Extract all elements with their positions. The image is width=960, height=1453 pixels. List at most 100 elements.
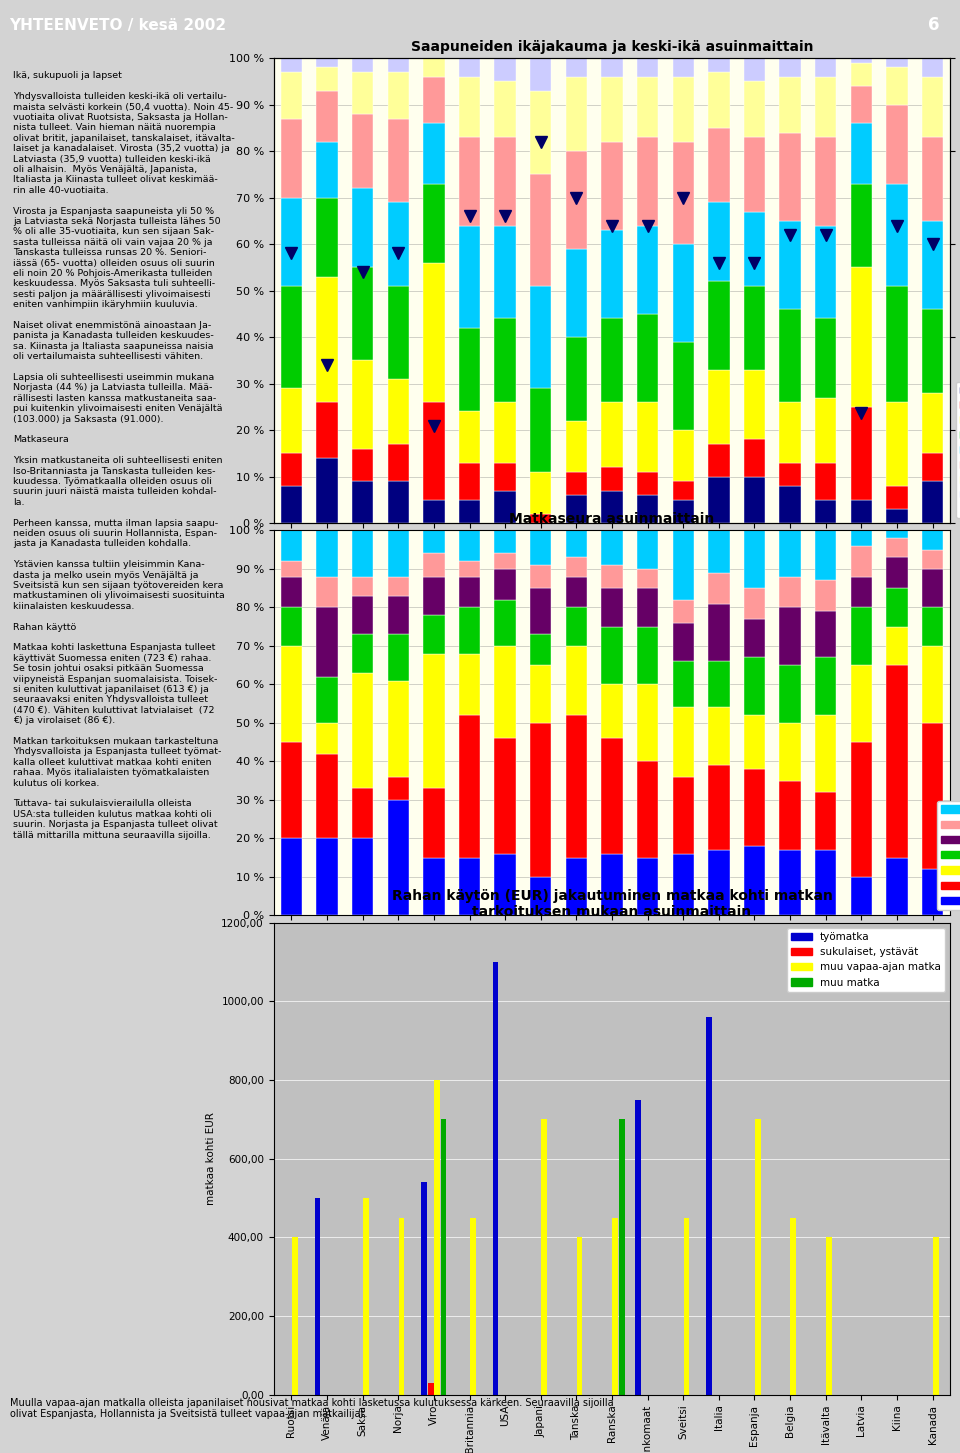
Bar bbox=[815, 318, 836, 398]
Bar bbox=[423, 402, 444, 500]
Bar bbox=[352, 58, 373, 73]
Bar bbox=[636, 495, 659, 523]
Bar bbox=[744, 715, 765, 769]
Bar bbox=[388, 445, 409, 481]
Legend: Useita edellisestä, Muu matkaseura, Työtoverit, Ystävät, Perhe, lapsia, Perhe, e: Useita edellisestä, Muu matkaseura, Työt… bbox=[937, 801, 960, 910]
Bar bbox=[708, 572, 730, 603]
Bar bbox=[922, 645, 944, 724]
Bar bbox=[673, 530, 694, 600]
Bar bbox=[780, 462, 801, 485]
Bar bbox=[886, 402, 907, 485]
Bar bbox=[565, 857, 588, 915]
Bar bbox=[317, 142, 338, 198]
Bar bbox=[815, 612, 836, 657]
Bar bbox=[601, 58, 623, 77]
Bar bbox=[352, 838, 373, 915]
Bar bbox=[601, 565, 623, 588]
Bar bbox=[708, 603, 730, 661]
Bar bbox=[744, 212, 765, 286]
Bar bbox=[815, 58, 836, 77]
Bar bbox=[352, 673, 373, 789]
Y-axis label: matkaa kohti EUR: matkaa kohti EUR bbox=[205, 1113, 216, 1205]
Bar bbox=[388, 635, 409, 680]
Bar bbox=[388, 379, 409, 445]
Bar bbox=[459, 137, 480, 225]
Bar bbox=[636, 77, 659, 137]
Bar bbox=[886, 485, 907, 509]
Bar bbox=[317, 607, 338, 677]
Bar bbox=[886, 588, 907, 626]
Bar bbox=[673, 58, 694, 77]
Bar bbox=[744, 81, 765, 137]
Bar bbox=[317, 198, 338, 276]
Bar bbox=[388, 530, 409, 577]
Bar bbox=[780, 309, 801, 402]
Title: Rahan käytön (EUR) jakautuminen matkaa kohti matkan
tarkoituksen mukaan asuinmai: Rahan käytön (EUR) jakautuminen matkaa k… bbox=[392, 889, 832, 918]
Bar bbox=[565, 337, 588, 421]
Bar bbox=[459, 561, 480, 577]
Bar bbox=[886, 286, 907, 402]
Bar bbox=[352, 481, 373, 523]
Bar bbox=[317, 724, 338, 754]
Bar bbox=[815, 530, 836, 580]
Bar bbox=[601, 230, 623, 318]
Bar bbox=[601, 530, 623, 565]
Bar bbox=[565, 58, 588, 77]
Bar bbox=[851, 58, 872, 62]
Bar bbox=[851, 546, 872, 577]
Bar bbox=[684, 1218, 689, 1395]
Bar bbox=[317, 838, 338, 915]
Bar bbox=[494, 58, 516, 81]
Bar bbox=[815, 580, 836, 612]
Bar bbox=[280, 607, 302, 645]
Bar bbox=[530, 565, 551, 588]
Bar bbox=[744, 58, 765, 81]
Bar bbox=[280, 530, 302, 561]
Bar bbox=[708, 766, 730, 850]
Bar bbox=[530, 174, 551, 286]
Bar bbox=[565, 495, 588, 523]
Bar bbox=[388, 119, 409, 202]
Bar bbox=[494, 570, 516, 600]
Bar bbox=[352, 530, 373, 577]
Bar bbox=[459, 857, 480, 915]
Bar bbox=[780, 530, 801, 577]
Bar bbox=[530, 635, 551, 665]
Bar bbox=[673, 777, 694, 854]
Bar bbox=[459, 58, 480, 77]
Bar bbox=[708, 661, 730, 708]
Bar bbox=[280, 198, 302, 286]
Bar bbox=[815, 792, 836, 850]
Bar bbox=[423, 77, 444, 124]
Bar bbox=[317, 458, 338, 523]
Bar bbox=[601, 854, 623, 915]
Bar bbox=[673, 244, 694, 341]
Bar bbox=[922, 453, 944, 481]
Bar bbox=[636, 570, 659, 588]
Bar bbox=[886, 509, 907, 523]
Bar bbox=[317, 276, 338, 402]
Bar bbox=[601, 77, 623, 142]
Bar bbox=[459, 225, 480, 328]
Bar bbox=[886, 183, 907, 286]
Bar bbox=[317, 58, 338, 67]
Bar bbox=[280, 485, 302, 523]
Bar bbox=[886, 857, 907, 915]
Bar bbox=[492, 962, 498, 1395]
Bar bbox=[494, 462, 516, 491]
Bar bbox=[780, 780, 801, 850]
Bar bbox=[744, 137, 765, 212]
Bar bbox=[530, 724, 551, 876]
Bar bbox=[280, 577, 302, 607]
Bar bbox=[601, 318, 623, 402]
Bar bbox=[636, 684, 659, 761]
Bar bbox=[423, 577, 444, 615]
Bar bbox=[851, 407, 872, 500]
Bar bbox=[601, 588, 623, 626]
Bar bbox=[565, 248, 588, 337]
Bar bbox=[744, 439, 765, 477]
Bar bbox=[851, 124, 872, 183]
Bar bbox=[922, 77, 944, 137]
Bar bbox=[398, 1218, 404, 1395]
Text: Ikä, sukupuoli ja lapset

Yhdysvalloista tulleiden keski-ikä oli vertailu-
maist: Ikä, sukupuoli ja lapset Yhdysvalloista … bbox=[13, 71, 234, 840]
